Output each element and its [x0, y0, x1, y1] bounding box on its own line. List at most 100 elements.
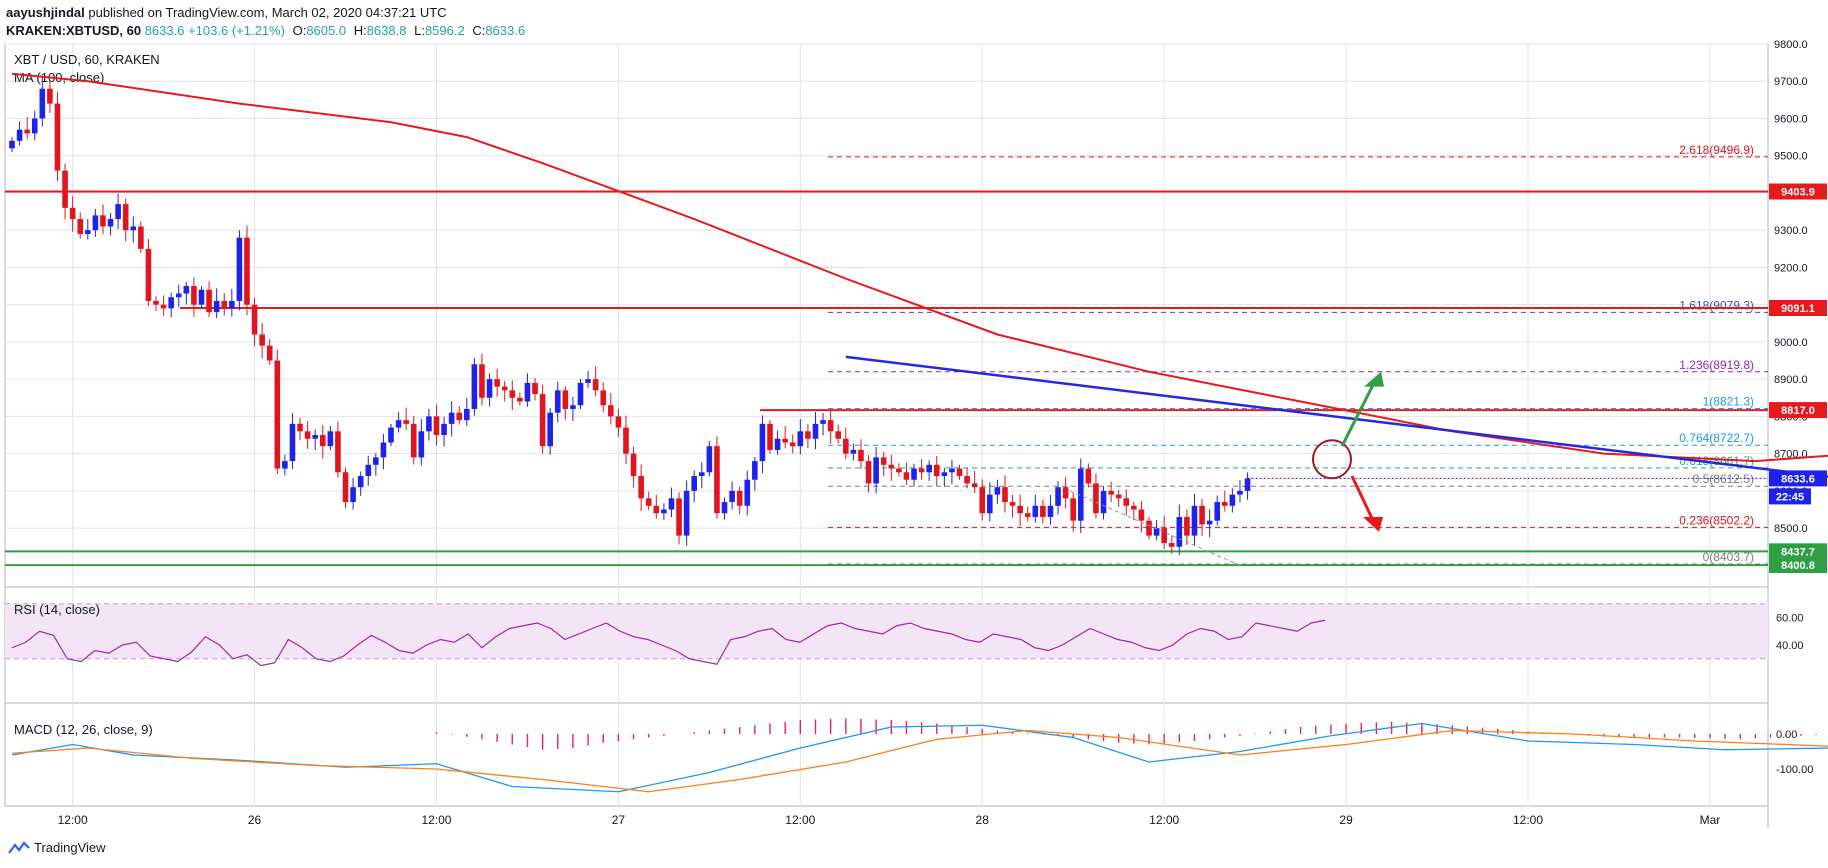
- rsi-line: [11, 619, 1326, 667]
- candle-body: [517, 397, 523, 402]
- fib-level-label: 1.236(8919.8): [1679, 358, 1754, 372]
- candle-body: [1085, 468, 1092, 484]
- candle-body: [31, 118, 38, 134]
- candle-down: [221, 293, 228, 316]
- candle-up: [418, 419, 425, 466]
- bearish-trend-line: [845, 355, 1828, 478]
- candle-up: [1237, 480, 1243, 503]
- candle-body: [592, 379, 599, 391]
- candle-up: [92, 208, 99, 237]
- candle-down: [410, 416, 417, 465]
- candle-body: [911, 468, 917, 480]
- open-value: 8605.0: [306, 23, 347, 38]
- candle-body: [69, 207, 76, 220]
- candle-down: [1168, 535, 1175, 554]
- candle-body: [92, 215, 99, 231]
- x-tick-label: 12:00: [1149, 813, 1179, 827]
- price-tag-bg: [1769, 557, 1827, 574]
- candle-up: [39, 76, 46, 127]
- candle-down: [896, 463, 902, 477]
- candle-body: [312, 435, 318, 439]
- price-tick-label: 9800.0: [1774, 39, 1808, 51]
- x-tick-label: 28: [976, 813, 990, 827]
- price-tick-label: 9200.0: [1774, 262, 1808, 274]
- candle-down: [342, 467, 349, 509]
- candle-body: [1017, 505, 1023, 514]
- candle-down: [1138, 500, 1145, 533]
- candle-body: [933, 464, 940, 476]
- change-text: +103.6 (+1.21%): [188, 23, 285, 38]
- candle-down: [1146, 516, 1152, 540]
- bullish-arrow-icon: [1340, 371, 1384, 447]
- price-tag-bg: [1769, 402, 1827, 419]
- candle-body: [615, 416, 622, 428]
- candle-down: [244, 225, 250, 316]
- candle-down: [653, 494, 660, 519]
- price-tag-label: 9403.9: [1781, 187, 1815, 199]
- candle-body: [956, 468, 963, 476]
- candle-down: [767, 420, 773, 454]
- candle-body: [403, 420, 409, 424]
- candle-body: [441, 423, 447, 436]
- candle-body: [668, 498, 675, 510]
- candle-down: [206, 281, 212, 317]
- candle-up: [198, 286, 205, 309]
- candle-down: [77, 212, 84, 239]
- fib-level-label: 1.618(9079.3): [1679, 298, 1754, 312]
- candle-body: [752, 461, 758, 480]
- candle-body: [562, 390, 569, 409]
- candle-down: [501, 381, 508, 402]
- candle-down: [592, 366, 599, 397]
- candle-body: [426, 416, 432, 432]
- author-name[interactable]: aayushjindal: [6, 5, 85, 20]
- candle-up: [729, 481, 735, 510]
- candle-down: [858, 439, 864, 469]
- x-tick-label: 12:00: [58, 813, 88, 827]
- candle-body: [342, 472, 349, 503]
- candle-body: [107, 219, 114, 227]
- candle-down: [1093, 473, 1099, 519]
- candle-up: [115, 193, 121, 230]
- candle-body: [1077, 468, 1084, 521]
- price-tick-label: 9700.0: [1774, 76, 1808, 88]
- candle-down: [160, 295, 167, 316]
- candle-down: [259, 322, 265, 359]
- candle-up: [85, 219, 91, 240]
- candle-down: [47, 81, 53, 113]
- candle-body: [486, 379, 493, 398]
- candle-body: [1146, 520, 1152, 536]
- candle-down: [1002, 475, 1008, 513]
- candle-body: [1214, 502, 1221, 521]
- candle-up: [1206, 509, 1213, 538]
- candle-body: [1131, 505, 1137, 510]
- candle-up: [183, 281, 190, 305]
- candle-body: [1199, 505, 1205, 525]
- candle-body: [100, 215, 106, 227]
- candle-up: [820, 413, 826, 436]
- chart-frame: [4, 43, 1769, 807]
- candle-up: [388, 423, 394, 447]
- candle-down: [1009, 494, 1016, 518]
- candle-down: [517, 392, 523, 406]
- candle-up: [373, 453, 379, 476]
- candle-down: [805, 423, 811, 449]
- candle-body: [714, 446, 720, 514]
- candle-down: [1040, 499, 1046, 524]
- candle-down: [539, 384, 546, 454]
- price-tag-bg: [1769, 543, 1827, 560]
- candle-body: [1055, 487, 1061, 506]
- candle-up: [464, 397, 470, 426]
- tradingview-footer[interactable]: TradingView: [8, 840, 106, 855]
- breakout-circle: [1312, 439, 1352, 480]
- candle-body: [1229, 494, 1236, 506]
- candle-up: [448, 401, 455, 437]
- fib-level-label: 1(8821.3): [1703, 394, 1754, 408]
- candle-body: [691, 476, 697, 491]
- candle-up: [744, 470, 751, 516]
- candle-down: [714, 436, 720, 519]
- bullish-arrow-head: [1364, 371, 1384, 387]
- candle-body: [903, 472, 910, 480]
- candle-body: [918, 468, 925, 473]
- bearish-arrow-icon: [1350, 475, 1383, 532]
